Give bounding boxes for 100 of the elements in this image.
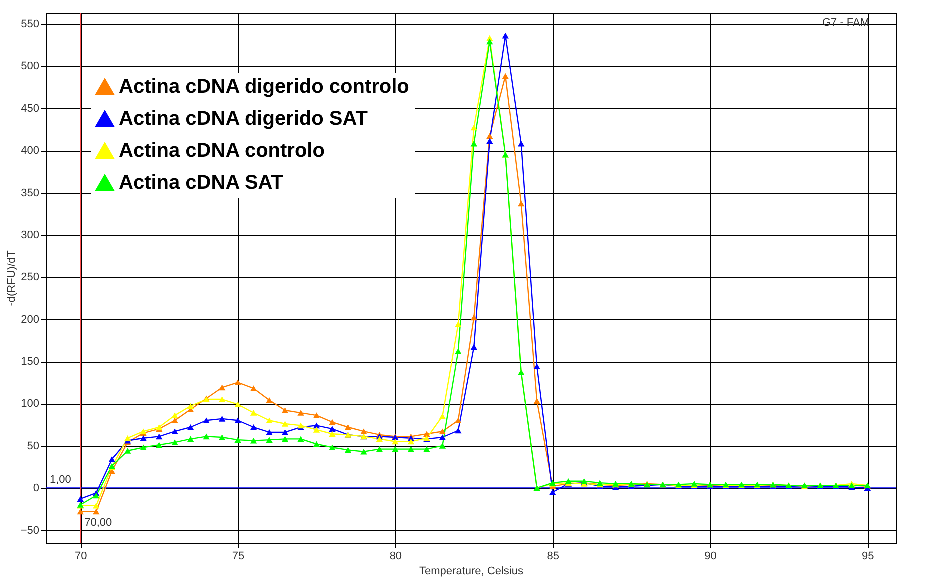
point — [187, 436, 194, 442]
point — [360, 428, 368, 435]
point — [203, 434, 210, 440]
point — [329, 426, 336, 432]
point — [77, 508, 84, 515]
point — [172, 440, 178, 446]
point — [250, 438, 258, 444]
point — [93, 492, 100, 499]
point — [250, 386, 258, 392]
point — [502, 32, 509, 39]
point — [266, 397, 273, 404]
point — [439, 434, 446, 440]
point — [298, 436, 304, 442]
point — [156, 434, 163, 440]
point — [376, 446, 384, 452]
point — [172, 418, 178, 424]
y-axis-title: -d(RFU)/dT — [6, 250, 18, 306]
point — [439, 428, 446, 435]
point — [439, 414, 446, 420]
x-axis-title: Temperature, Celsius — [420, 566, 524, 578]
point — [172, 428, 178, 435]
point — [344, 424, 352, 430]
point — [203, 418, 210, 424]
point — [470, 344, 478, 350]
x-tick-label: 85 — [547, 550, 560, 562]
point — [313, 422, 320, 429]
point — [534, 364, 540, 370]
y-tick-label: 50 — [27, 440, 40, 452]
point — [187, 403, 194, 410]
point — [392, 438, 399, 445]
point — [282, 430, 289, 436]
point — [218, 384, 226, 391]
point — [313, 427, 320, 433]
point — [470, 140, 478, 147]
y-tick-label: 500 — [21, 60, 40, 73]
point — [470, 124, 478, 131]
point — [376, 436, 384, 442]
point — [140, 435, 147, 442]
point — [392, 446, 399, 452]
point — [282, 421, 289, 427]
point — [282, 436, 289, 442]
point — [313, 441, 320, 448]
point — [218, 434, 226, 440]
y-tick-label: 150 — [21, 356, 40, 368]
point — [329, 419, 336, 426]
point — [108, 456, 116, 462]
point — [298, 410, 304, 416]
legend-label: Actina cDNA digerido SAT — [119, 108, 368, 130]
point — [439, 443, 446, 449]
point — [329, 444, 336, 451]
point — [486, 138, 494, 144]
y-tick-label: 300 — [21, 229, 40, 242]
point — [266, 430, 273, 436]
point — [250, 410, 258, 416]
point — [344, 447, 352, 454]
point — [313, 412, 320, 418]
point — [234, 418, 242, 424]
point — [140, 444, 147, 451]
y-tick-label: 550 — [21, 18, 40, 30]
x-tick-label: 80 — [390, 550, 402, 562]
point — [282, 408, 289, 414]
point — [93, 502, 100, 509]
point — [218, 416, 226, 422]
point — [550, 489, 556, 496]
y-tick-label: 450 — [21, 102, 40, 115]
point — [77, 496, 84, 502]
annotation: 1,00 — [50, 474, 72, 486]
point — [250, 424, 258, 430]
y-tick-label: 100 — [21, 398, 40, 410]
y-tick-label: 250 — [21, 272, 40, 284]
point — [234, 402, 242, 408]
point — [502, 73, 509, 80]
point — [124, 435, 132, 442]
point — [172, 412, 178, 418]
point — [234, 380, 242, 386]
x-tick-label: 70 — [75, 550, 88, 562]
point — [486, 133, 494, 140]
legend-label: Actina cDNA digerido controlo — [119, 76, 410, 98]
point — [329, 431, 336, 438]
point — [218, 396, 226, 402]
y-tick-label: 400 — [21, 145, 40, 158]
point — [455, 322, 462, 328]
point — [360, 448, 368, 455]
point — [408, 438, 415, 445]
x-tick-label: 90 — [704, 550, 717, 562]
point — [93, 508, 100, 515]
y-tick-label: 350 — [21, 187, 40, 200]
y-tick-label: 0 — [33, 482, 40, 495]
y-tick-label: −50 — [20, 524, 40, 537]
x-tick-label: 75 — [232, 550, 245, 562]
legend-label: Actina cDNA controlo — [119, 140, 325, 162]
point — [518, 140, 525, 147]
point — [455, 418, 462, 424]
point — [408, 446, 415, 452]
point — [156, 442, 163, 448]
point — [534, 398, 540, 404]
point — [424, 446, 430, 452]
point — [124, 448, 132, 454]
point — [470, 314, 478, 321]
point — [424, 431, 430, 438]
